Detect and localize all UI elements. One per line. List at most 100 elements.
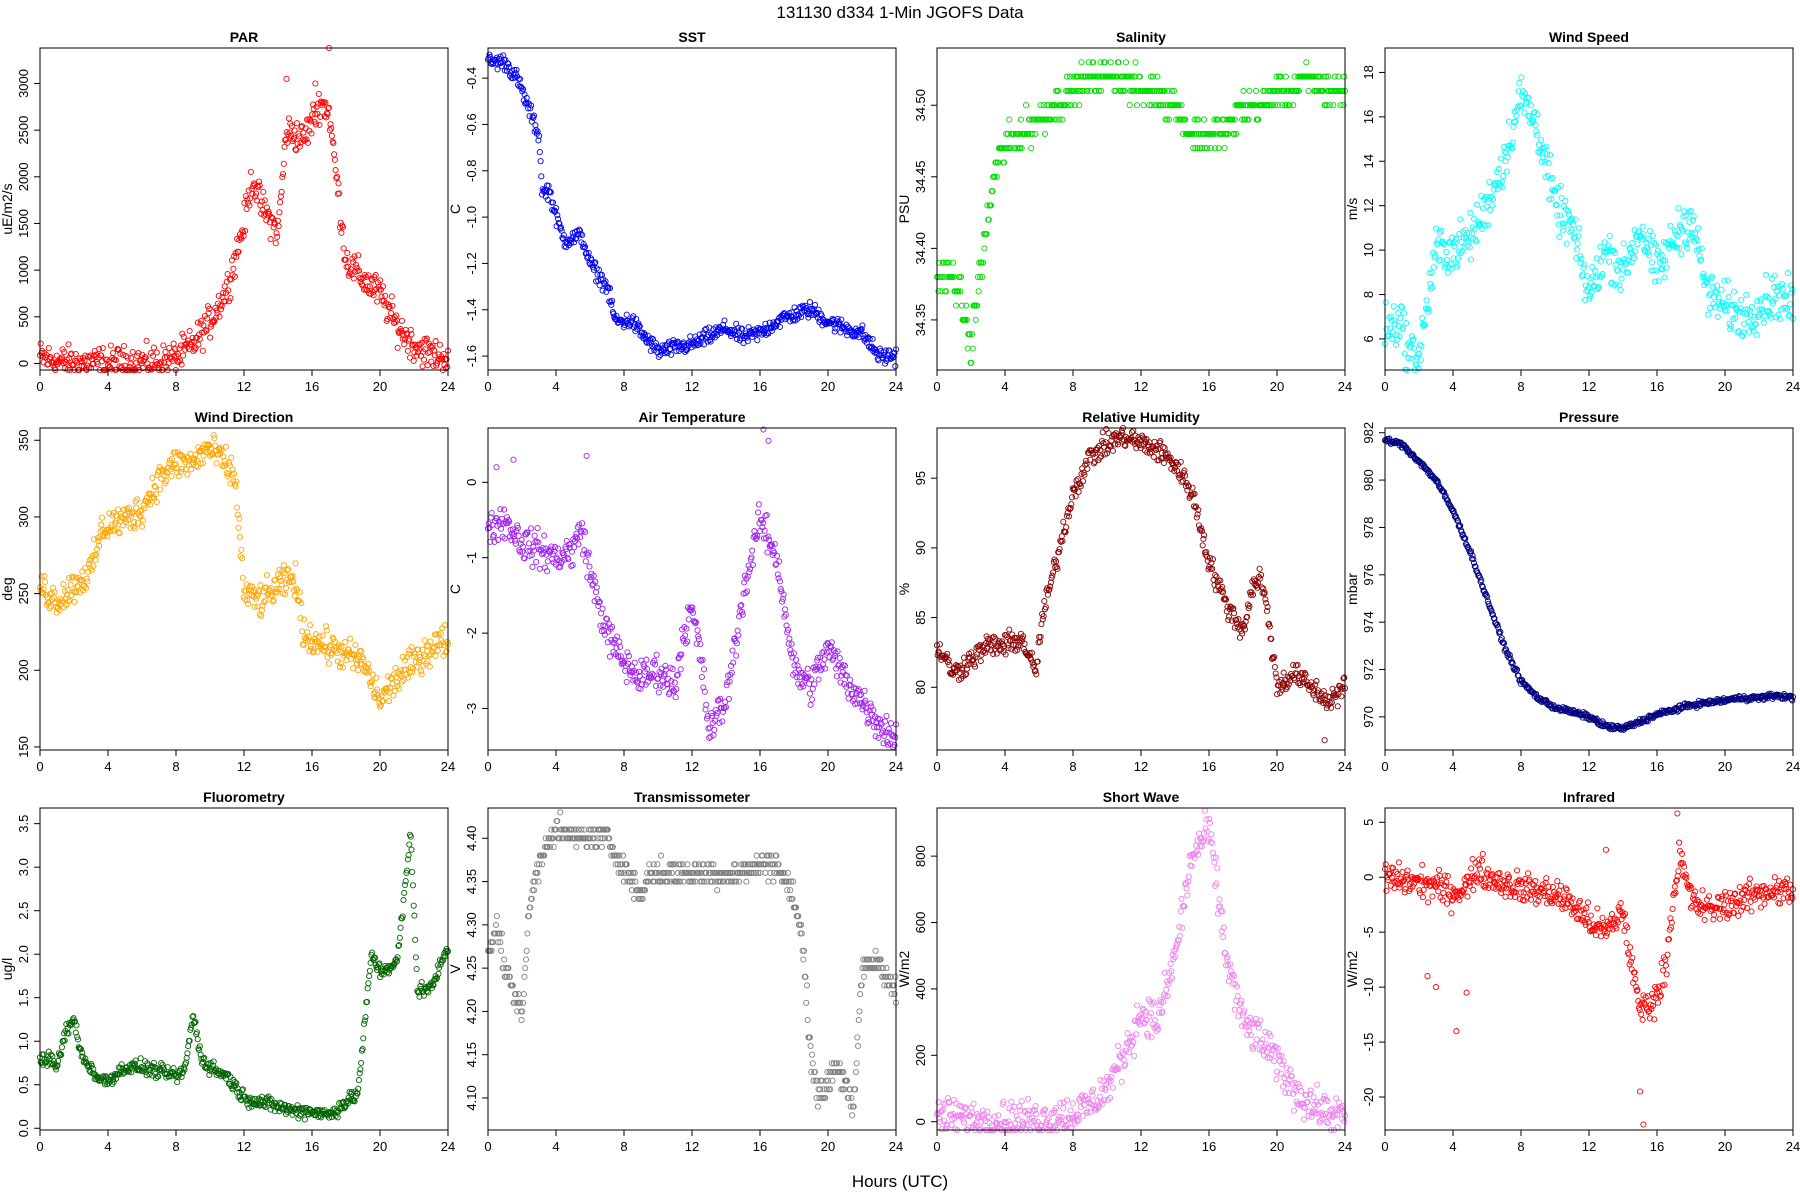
data-point [755,501,762,508]
data-point [336,190,343,197]
data-point [247,168,254,175]
data-point [268,214,275,221]
data-point [1738,296,1745,303]
data-point [934,273,941,281]
data-point [1163,116,1170,123]
data-point [1714,313,1721,320]
data-point [209,318,216,325]
data-point [652,682,659,689]
data-point [170,340,177,347]
data-point [1749,303,1756,310]
data-point [1400,309,1408,316]
data-point [1194,145,1201,152]
data-point [885,725,892,732]
data-point [533,558,540,565]
data-point [1620,240,1627,247]
data-point [253,593,260,600]
data-point [1538,158,1545,165]
data-point [1295,87,1303,94]
data-point [1065,505,1072,512]
data-point [196,336,203,343]
x-tick-label: 16 [305,379,319,394]
y-tick-label: 970 [1361,706,1376,728]
data-point [93,551,100,558]
data-point [1271,663,1278,671]
data-point [837,679,844,686]
data-point [1262,596,1269,603]
data-point [1573,246,1581,253]
data-point [1341,73,1348,80]
data-point [1056,116,1063,123]
data-point [415,646,422,653]
data-point [319,632,326,639]
data-point [664,681,671,688]
data-point [1080,87,1087,94]
data-point [165,360,172,367]
data-point [1745,319,1752,326]
data-point [194,319,201,326]
data-point [99,345,106,352]
data-point [1055,549,1062,556]
data-point [389,302,396,309]
data-point [212,442,219,449]
data-point [784,626,792,633]
data-point [646,336,654,343]
data-point [698,673,705,681]
data-point [1611,249,1618,257]
data-point [1721,277,1728,284]
data-point [152,483,159,491]
data-point [173,352,180,359]
data-point [1654,247,1662,254]
data-point [1195,506,1202,514]
data-point [236,534,244,541]
data-point [1144,449,1151,456]
data-point [365,272,372,279]
data-point [741,572,748,579]
data-point [831,652,838,659]
data-point [373,674,380,681]
data-point [347,635,354,642]
data-point [891,742,898,749]
data-point [260,188,267,195]
data-point [1534,110,1541,118]
data-point [396,685,403,692]
data-point [350,665,357,672]
data-point [1191,116,1198,123]
data-point [1606,258,1613,265]
data-point [1285,87,1292,94]
data-point [1597,243,1604,250]
data-point [728,669,735,676]
data-point [67,581,74,588]
data-point [419,363,426,370]
data-point [518,536,525,543]
data-point [582,243,589,251]
data-point [285,115,292,122]
data-point [582,558,589,565]
data-point [568,239,575,247]
data-point [1634,241,1641,248]
data-point [772,561,779,568]
data-point [417,668,425,675]
data-point [263,572,271,579]
data-point [440,350,447,358]
data-point [963,302,970,309]
data-point [269,215,276,222]
data-point [1392,341,1399,348]
data-point [372,271,379,279]
data-point [629,668,636,676]
data-point [220,289,227,296]
data-point [183,453,190,460]
data-point [1425,308,1432,315]
x-tick-label: 4 [1449,379,1456,394]
data-point [1115,59,1122,66]
data-point [1047,583,1054,590]
data-point [1543,143,1550,150]
data-point [1087,87,1094,94]
data-point [1690,213,1697,220]
data-point [120,522,127,529]
data-point [872,733,879,740]
data-point [1714,282,1721,289]
data-point [330,140,337,147]
data-point [514,524,521,531]
data-point [392,664,399,671]
